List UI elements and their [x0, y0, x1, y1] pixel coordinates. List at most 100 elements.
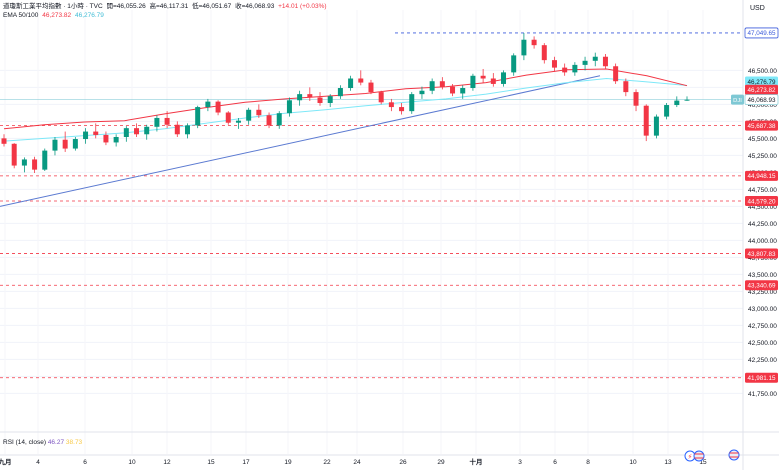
- candle-body: [388, 102, 394, 108]
- flash-icon: ⚡: [688, 453, 693, 461]
- time-tick: 3: [518, 459, 522, 466]
- price-tag: [745, 372, 778, 383]
- time-tick: 15: [207, 459, 215, 466]
- candle-body: [184, 125, 190, 135]
- price-tick: 43,000.00: [748, 306, 777, 313]
- price-tag-label: 41,981.15: [747, 375, 776, 382]
- time-tick: 4: [36, 459, 40, 466]
- candle-body: [623, 81, 629, 93]
- candle-body: [592, 56, 598, 61]
- time-tick: 十月: [470, 457, 483, 466]
- low-value: 低=46,051.67: [192, 3, 232, 10]
- time-tick: 12: [163, 459, 171, 466]
- candle-body: [42, 150, 48, 170]
- price-tag: [744, 94, 779, 106]
- time-tick: 17: [242, 459, 250, 466]
- candle-body: [113, 136, 119, 143]
- candle-body: [297, 94, 303, 101]
- candle-body: [551, 60, 557, 68]
- price-tick: 43,250.00: [748, 289, 777, 296]
- price-tag: [745, 248, 778, 259]
- ema-legend[interactable]: EMA 50/100 46,273.82 46,276.79: [3, 11, 106, 20]
- currency-label[interactable]: USD: [750, 5, 765, 12]
- rsi-value: 46.27: [47, 439, 65, 446]
- candle-body: [643, 105, 649, 136]
- price-tag-label: 47,049.65: [747, 30, 776, 37]
- candle-body: [531, 39, 537, 46]
- price-tag: [744, 27, 779, 39]
- us-flag-icon[interactable]: [693, 450, 705, 462]
- candle-body: [439, 81, 445, 87]
- candle-body: [613, 66, 619, 82]
- candle-body: [93, 131, 99, 135]
- price-tick: 44,750.00: [748, 187, 777, 194]
- symbol-legend[interactable]: 道瓊斯工業平均指數 · 1小時 · TVC 開=46,055.26 高=46,1…: [3, 2, 329, 11]
- time-tick: 13: [664, 459, 672, 466]
- candle-body: [348, 78, 354, 89]
- candle-body: [419, 90, 425, 95]
- symbol-tag: [731, 94, 744, 105]
- price-tag-label: 43,340.69: [747, 283, 776, 290]
- candle-body: [164, 117, 170, 125]
- price-tag-label: 46,276.79: [747, 79, 776, 86]
- time-tick: 29: [437, 459, 445, 466]
- rsi-ma-value: 38.73: [65, 439, 83, 446]
- trendline[interactable]: [0, 75, 601, 207]
- symbol-name: 道瓊斯工業平均指數 · 1小時 · TVC: [3, 3, 103, 10]
- symbol-tag-label: DJI: [733, 98, 742, 104]
- candle-body: [490, 78, 496, 84]
- candle-body: [134, 128, 140, 135]
- candle-body: [460, 88, 466, 94]
- candle-body: [21, 159, 27, 166]
- time-tick: 19: [284, 459, 292, 466]
- candle-body: [276, 113, 282, 126]
- price-tag-label: 45,687.38: [747, 123, 776, 130]
- price-tick: 45,250.00: [748, 153, 777, 160]
- candle-body: [52, 139, 58, 151]
- price-tick: 42,500.00: [748, 340, 777, 347]
- price-tick: 41,750.00: [748, 391, 777, 398]
- ema-label: EMA 50/100: [3, 12, 39, 19]
- event-icons[interactable]: ⚡: [684, 449, 740, 462]
- change-value: +14.01 (+0.03%): [278, 3, 327, 10]
- candle-body: [378, 92, 384, 103]
- time-tick: 24: [353, 459, 361, 466]
- price-tag-label: 46,273.82: [747, 87, 776, 94]
- candle-body: [602, 56, 608, 67]
- candle-body: [32, 159, 38, 170]
- open-value: 開=46,055.26: [106, 3, 146, 10]
- time-tick: 6: [553, 459, 557, 466]
- time-tick: 九月: [0, 457, 12, 466]
- candle-body: [429, 81, 435, 91]
- candle-body: [337, 88, 343, 97]
- time-tick: 22: [323, 459, 331, 466]
- candle-body: [480, 75, 486, 79]
- price-tag: [745, 280, 778, 291]
- candle-body: [62, 139, 68, 149]
- ema100-value: 46,276.79: [74, 12, 104, 19]
- rsi-label: RSI (14, close): [3, 439, 46, 446]
- candle-body: [511, 55, 517, 73]
- price-tick: 42,750.00: [748, 323, 777, 330]
- price-tick: 45,500.00: [748, 136, 777, 143]
- candle-body: [174, 124, 180, 135]
- axis-flag-icon[interactable]: [728, 449, 740, 461]
- rsi-legend[interactable]: RSI (14, close) 46.27 38.73: [3, 439, 82, 446]
- candle-body: [521, 39, 527, 56]
- time-axis[interactable]: 九月 4 6 10 12 15 17 19 22 24 26 29 十月 3 6 8 10 13 15: [0, 457, 707, 466]
- candle-body: [470, 75, 476, 89]
- price-tag-label: 46,068.93: [747, 97, 776, 104]
- price-tick: 46,000.00: [748, 102, 777, 109]
- candles: [1, 32, 690, 174]
- price-tag: [745, 195, 778, 206]
- time-tick: 8: [586, 459, 590, 466]
- candle-body: [11, 143, 17, 166]
- candle-body: [205, 101, 211, 108]
- time-tick: 6: [83, 459, 87, 466]
- candle-body: [399, 107, 405, 112]
- candle-body: [664, 105, 670, 117]
- candle-body: [450, 86, 456, 94]
- candle-body: [327, 96, 333, 103]
- candle-body: [358, 78, 364, 83]
